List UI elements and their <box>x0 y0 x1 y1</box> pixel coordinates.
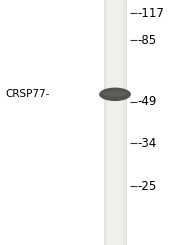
Text: CRSP77-: CRSP77- <box>6 89 50 99</box>
Text: -117: -117 <box>137 7 164 20</box>
Text: -34: -34 <box>137 137 157 150</box>
Text: -25: -25 <box>137 180 157 193</box>
Bar <box>104 0 126 245</box>
Ellipse shape <box>103 91 127 97</box>
Text: -85: -85 <box>137 34 157 47</box>
Bar <box>108 0 122 245</box>
Text: -49: -49 <box>137 95 157 108</box>
Ellipse shape <box>99 88 131 101</box>
